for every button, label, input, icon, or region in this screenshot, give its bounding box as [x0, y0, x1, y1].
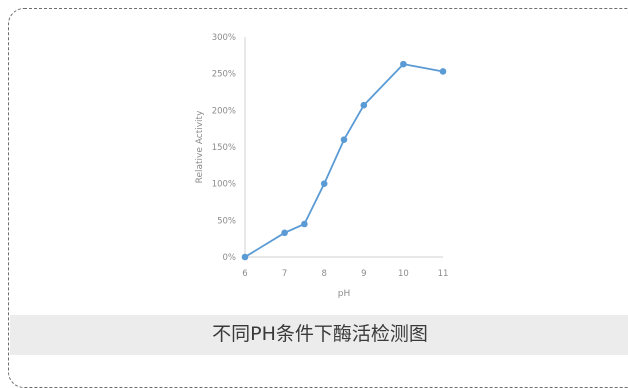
y-tick-label: 50%	[217, 216, 236, 226]
y-tick-label: 300%	[212, 33, 236, 43]
y-axis-label: Relative Activity	[195, 110, 205, 183]
y-tick-label: 150%	[212, 143, 236, 153]
x-tick-label: 7	[282, 269, 287, 279]
x-tick-label: 8	[321, 269, 326, 279]
data-point	[281, 229, 288, 237]
y-tick-label: 200%	[212, 106, 236, 116]
chart-caption: 不同PH条件下酶活检测图	[212, 323, 428, 345]
y-tick-label: 0%	[223, 253, 237, 263]
x-tick-label: 9	[361, 269, 366, 279]
series-line	[244, 63, 444, 258]
chart: 0% 50% 100% 150% 200% 250% 300% 6 7 8 9 10 11 pH Rel…	[195, 33, 449, 299]
x-tick-label: 10	[398, 269, 409, 279]
x-tick-label: 6	[242, 269, 247, 279]
chart-series	[241, 60, 447, 261]
chart-ticks: 0% 50% 100% 150% 200% 250% 300% 6 7 8 9 10 11	[212, 33, 449, 279]
data-point	[400, 60, 407, 68]
data-point	[320, 180, 328, 187]
x-tick-label: 11	[438, 269, 449, 279]
data-point	[340, 136, 348, 143]
y-tick-label: 250%	[212, 70, 236, 80]
data-point	[241, 253, 249, 261]
data-point	[360, 101, 368, 109]
chart-axes	[244, 37, 443, 258]
y-tick-label: 100%	[212, 180, 236, 190]
data-point	[439, 68, 447, 75]
x-axis-label: pH	[338, 289, 350, 299]
data-point	[301, 220, 308, 228]
